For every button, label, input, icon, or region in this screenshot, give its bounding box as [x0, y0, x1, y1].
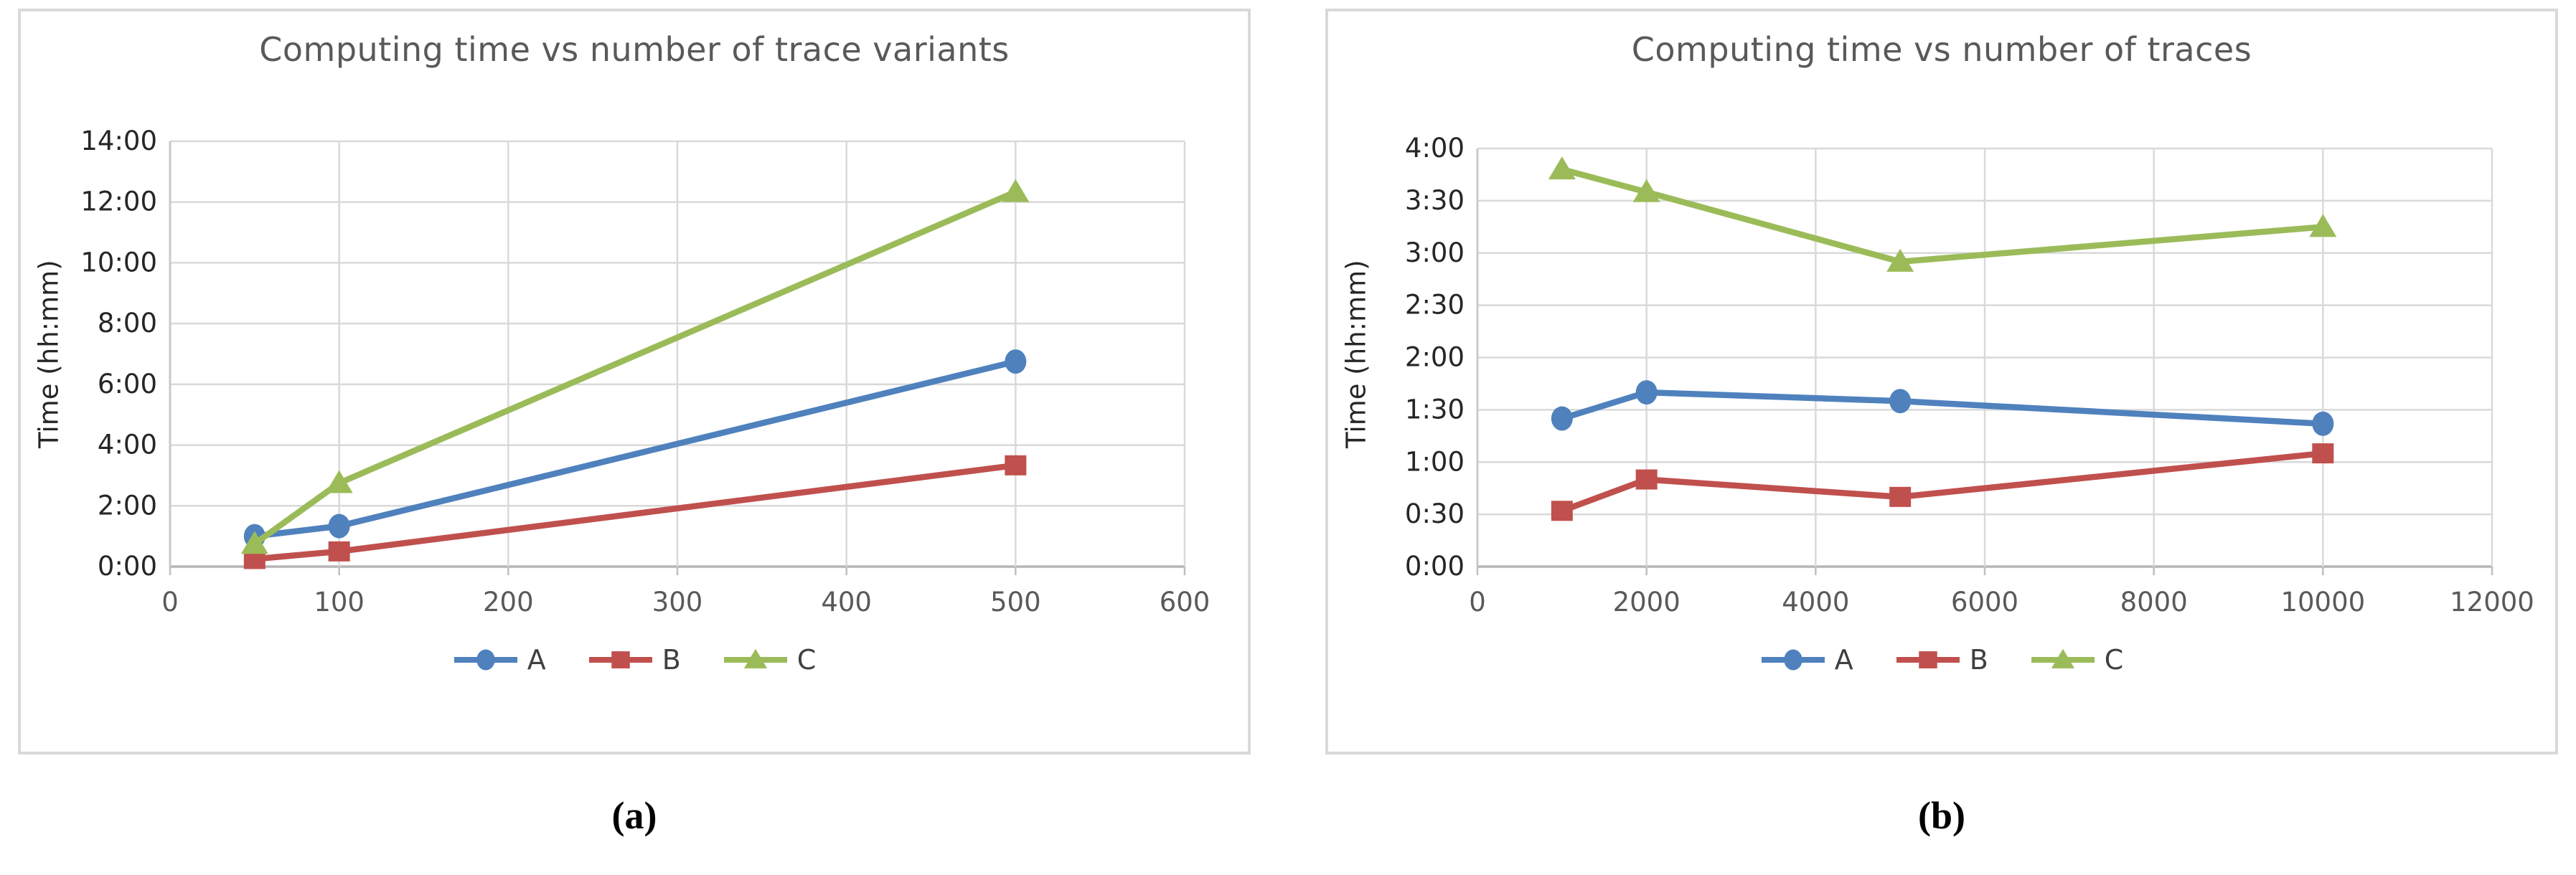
chart-title-b: Computing time vs number of traces: [1631, 30, 2252, 69]
legend-item-A: A: [1760, 644, 1853, 676]
y-tick-label: 3:00: [1405, 237, 1465, 268]
legend-marker-triangle-icon: [2031, 648, 2095, 668]
y-tick-label: 12:00: [80, 186, 157, 217]
data-point-C-0: [1548, 156, 1576, 180]
data-point-A-3: [2312, 411, 2334, 436]
legend-label-B: B: [662, 644, 681, 676]
legend-marker-shape: [1918, 651, 1937, 668]
data-point-B-2: [1005, 455, 1027, 476]
subfigure-caption-b: (b): [1918, 794, 1965, 837]
legend-label-A: A: [1834, 644, 1853, 676]
legend-marker-shape: [611, 651, 630, 668]
y-tick-label: 14:00: [80, 126, 157, 156]
y-tick-label: 0:00: [1405, 551, 1465, 582]
x-tick-label: 12000: [2450, 587, 2534, 618]
x-tick-label: 10000: [2280, 587, 2365, 618]
series-line-B: [251, 462, 1019, 562]
x-tick-label: 2000: [1613, 587, 1680, 618]
legend-marker-shape: [2051, 648, 2074, 668]
y-tick-label: 0:30: [1405, 498, 1465, 529]
data-point-A-1: [328, 514, 350, 539]
legend-label-C: C: [796, 644, 817, 676]
legend-item-C: C: [2030, 644, 2124, 676]
data-point-C-3: [2309, 214, 2337, 237]
y-tick-label: 6:00: [98, 369, 157, 399]
y-tick-label: 1:30: [1405, 394, 1465, 425]
x-tick-label: 600: [1160, 587, 1211, 618]
y-tick-label: 1:00: [1405, 446, 1465, 477]
legend-item-B: B: [1895, 644, 1988, 676]
series-line-C: [251, 189, 1019, 547]
legend-marker-circle-icon: [1761, 649, 1825, 671]
x-tick-label: 0: [1469, 587, 1486, 618]
legend-marker-circle-icon: [453, 649, 517, 671]
legend-marker-shape: [743, 648, 767, 668]
chart-panel-a: 0:00 2:00 4:00 6:00 8:00 10:00 12:00 14:00 0 100 2…: [18, 9, 1251, 755]
x-tick-label: 200: [483, 587, 534, 618]
legend-marker-triangle-icon: [723, 648, 787, 668]
legend-marker-shape: [1783, 649, 1802, 671]
series-line-B: [1559, 450, 2326, 514]
legend-marker-shape: [476, 649, 495, 671]
y-tick-label: 2:30: [1405, 290, 1465, 321]
data-point-A-0: [1551, 406, 1573, 431]
y-tick-label: 2:00: [98, 490, 157, 521]
y-axis-title-b: Time (hh:mm): [1340, 260, 1372, 449]
y-tick-label: 8:00: [98, 308, 157, 339]
legend-b: A B C: [1328, 644, 2555, 676]
legend-item-C: C: [723, 644, 817, 676]
x-tick-label: 400: [821, 587, 872, 618]
series-line-A: [1559, 389, 2326, 427]
data-point-B-2: [1889, 486, 1912, 507]
y-tick-label: 2:00: [1405, 342, 1465, 373]
y-tick-label: 4:00: [98, 430, 157, 460]
data-point-C-0: [240, 531, 268, 554]
y-tick-label: 10:00: [80, 247, 157, 278]
x-tick-label: 300: [652, 587, 703, 618]
data-point-A-2: [1889, 389, 1912, 414]
x-tick-label: 0: [161, 587, 179, 618]
data-point-B-3: [2312, 443, 2334, 464]
legend-label-C: C: [2104, 644, 2124, 676]
data-point-C-1: [1632, 179, 1660, 202]
x-tick-label: 8000: [2120, 587, 2188, 618]
x-tick-label: 100: [314, 587, 365, 618]
x-tick-label: 4000: [1782, 587, 1849, 618]
data-point-B-0: [1551, 501, 1573, 521]
legend-item-A: A: [453, 644, 546, 676]
data-point-A-1: [1635, 380, 1658, 405]
series-line-A: [251, 358, 1019, 539]
legend-label-A: A: [527, 644, 546, 676]
data-point-C-1: [325, 470, 353, 493]
series-line-C: [1559, 166, 2326, 265]
chart-panel-b: 0:00 0:30 1:00 1:30 2:00 2:30 3:00 3:30 4:00 0 200…: [1325, 9, 2558, 755]
data-point-B-1: [328, 541, 350, 562]
data-point-B-1: [1635, 469, 1658, 490]
x-tick-label: 500: [990, 587, 1041, 618]
legend-marker-square-icon: [588, 651, 652, 668]
data-point-C-2: [1002, 179, 1030, 202]
subfigure-caption-a: (a): [611, 794, 657, 837]
x-tick-label: 6000: [1951, 587, 2018, 618]
plot-area-b: 0:00 0:30 1:00 1:30 2:00 2:30 3:00 3:30 4:00 0 200…: [1405, 133, 2534, 618]
y-tick-label: 0:00: [98, 551, 157, 582]
legend-a: A B C: [21, 644, 1248, 676]
legend-item-B: B: [588, 644, 681, 676]
y-tick-label: 4:00: [1405, 133, 1465, 164]
legend-marker-square-icon: [1896, 651, 1960, 668]
legend-label-B: B: [1969, 644, 1988, 676]
chart-title-a: Computing time vs number of trace varian…: [259, 30, 1010, 69]
y-axis-title-a: Time (hh:mm): [33, 260, 65, 449]
y-tick-label: 3:30: [1405, 185, 1465, 216]
plot-area-a: 0:00 2:00 4:00 6:00 8:00 10:00 12:00 14:00 0 100 2…: [80, 126, 1211, 618]
data-point-A-2: [1005, 349, 1027, 374]
data-point-C-2: [1886, 248, 1914, 272]
